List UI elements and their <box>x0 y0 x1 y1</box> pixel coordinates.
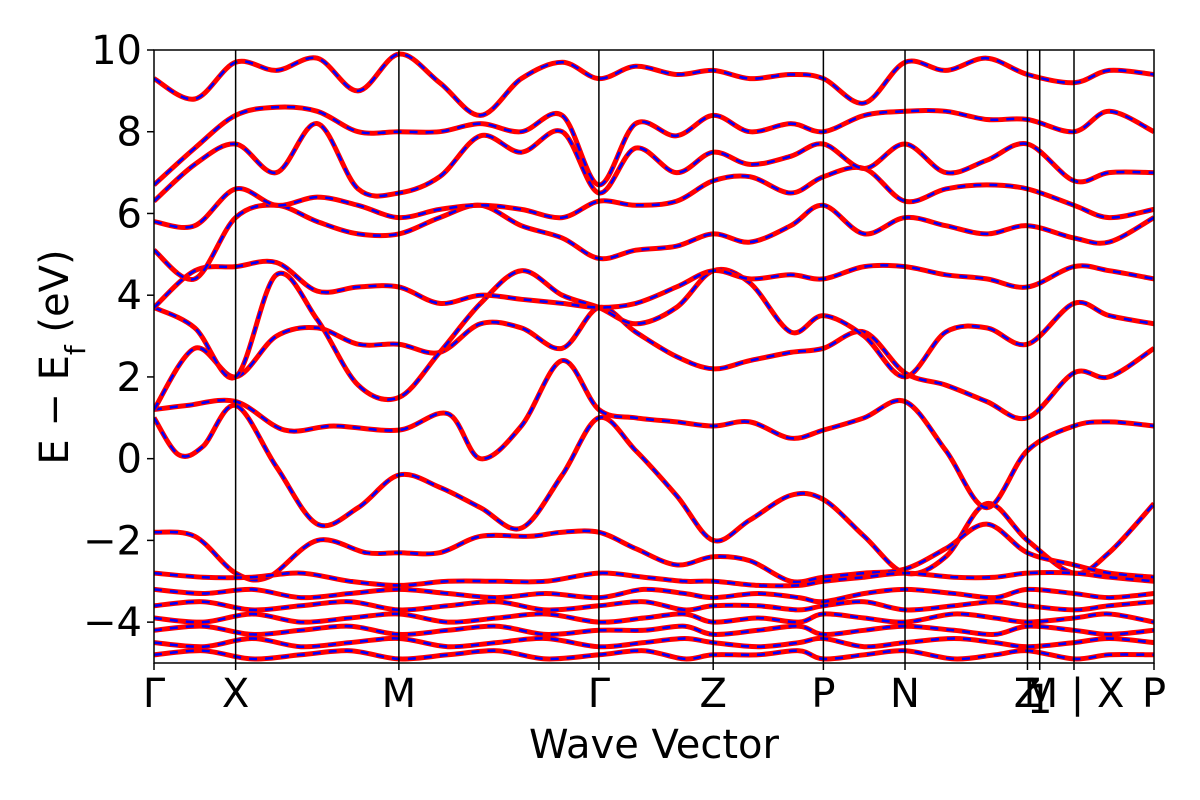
x-tick-label-8: Z <box>1014 671 1041 717</box>
plot-area <box>154 50 1154 663</box>
band-2-dashed <box>154 359 1154 509</box>
band-6-dashed <box>154 259 1154 309</box>
band-18-dashed <box>154 649 1154 661</box>
y-tick-label-3: 6 <box>117 191 142 237</box>
band-13-dashed <box>154 588 1154 604</box>
y-tick-label-2: 8 <box>117 110 142 156</box>
y-tick-label-1: 10 <box>91 28 142 74</box>
plot-frame <box>153 49 1155 664</box>
band-10-dashed <box>154 105 1154 187</box>
band-9-dashed <box>154 122 1154 203</box>
y-tick-label-7: −2 <box>83 518 142 564</box>
band-12-dashed <box>154 571 1154 588</box>
band-16-dashed <box>154 624 1154 636</box>
band-3-dashed <box>154 522 1154 584</box>
x-tick-label-3: M <box>382 671 417 717</box>
x-axis-label: Wave Vector <box>529 722 780 768</box>
y-tick-label-6: 0 <box>117 437 142 483</box>
x-tick-label-1: Γ <box>143 671 166 717</box>
x-tick-label-10: M | X <box>1024 671 1125 717</box>
y-tick-label-8: −4 <box>83 600 142 646</box>
y-tick-label-4: 4 <box>117 273 142 319</box>
x-tick-label-9: 1 <box>1027 677 1052 723</box>
band-1-dashed <box>154 404 1154 576</box>
y-axis-label-main: E − E <box>32 355 78 465</box>
x-tick-label-7: N <box>890 671 920 717</box>
band-4-dashed <box>154 306 1154 420</box>
band-17-dashed <box>154 637 1154 648</box>
y-axis-label: E − Ef (eV) <box>32 249 92 464</box>
band-14-dashed <box>154 600 1154 612</box>
y-tick-label-5: 2 <box>117 355 142 401</box>
x-tick-label-2: X <box>222 671 249 717</box>
band-7-dashed <box>154 203 1154 281</box>
band-8-dashed <box>154 166 1154 229</box>
kpoint-vlines <box>234 50 1075 663</box>
y-axis-ticks: 10 8 6 4 2 0 −2 −4 <box>83 28 154 646</box>
band-11-dashed <box>154 52 1154 117</box>
series-layer <box>154 51 1154 662</box>
band-15-dashed <box>154 612 1154 624</box>
x-tick-label-4: Γ <box>588 671 611 717</box>
x-tick-label-6: P <box>811 671 835 717</box>
y-axis-label-unit: (eV) <box>32 249 78 345</box>
band-5-dashed <box>154 268 1154 401</box>
x-tick-label-11: P <box>1142 671 1166 717</box>
y-axis-label-sub: f <box>59 344 92 355</box>
x-tick-label-5: Z <box>699 671 726 717</box>
